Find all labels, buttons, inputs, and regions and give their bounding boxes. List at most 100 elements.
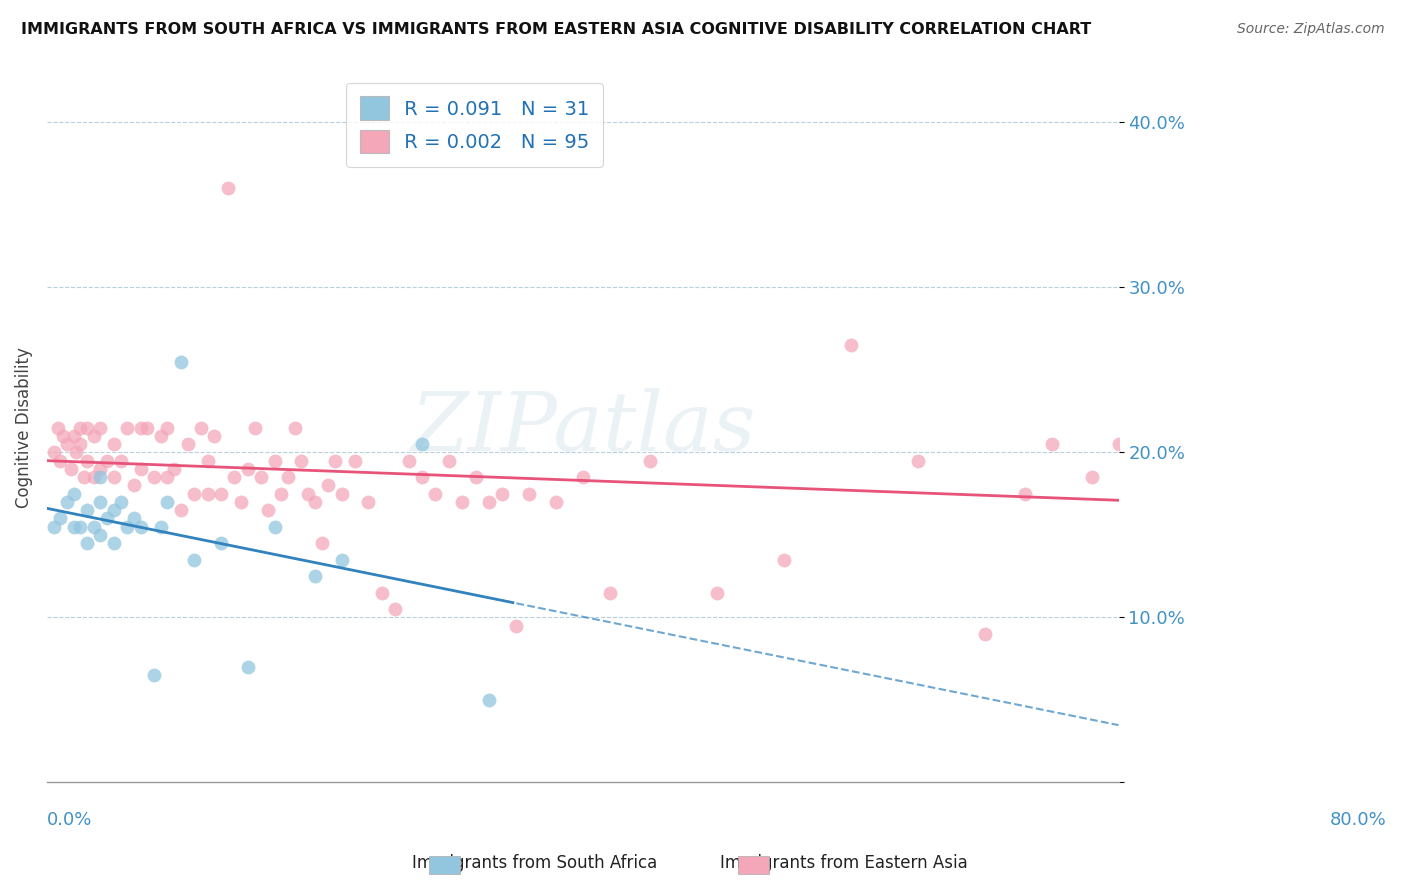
Point <box>1135 486 1157 500</box>
Point <box>638 454 661 468</box>
Point <box>69 437 91 451</box>
Point <box>517 486 540 500</box>
Text: Source: ZipAtlas.com: Source: ZipAtlas.com <box>1237 22 1385 37</box>
Point <box>1147 470 1170 484</box>
Text: Immigrants from South Africa: Immigrants from South Africa <box>412 855 657 872</box>
Point <box>599 585 621 599</box>
Point <box>1147 470 1170 484</box>
Point <box>76 536 98 550</box>
Point <box>62 519 84 533</box>
Point <box>76 454 98 468</box>
Point <box>96 454 118 468</box>
Point <box>250 470 273 484</box>
Point <box>544 495 567 509</box>
Point <box>411 437 433 451</box>
Point <box>505 618 527 632</box>
Point <box>156 470 179 484</box>
Point <box>411 470 433 484</box>
Point <box>270 486 292 500</box>
Point <box>311 536 333 550</box>
Point <box>197 486 219 500</box>
Point <box>89 495 111 509</box>
Text: IMMIGRANTS FROM SOUTH AFRICA VS IMMIGRANTS FROM EASTERN ASIA COGNITIVE DISABILIT: IMMIGRANTS FROM SOUTH AFRICA VS IMMIGRAN… <box>21 22 1091 37</box>
Point <box>76 503 98 517</box>
Point <box>143 668 166 682</box>
Point <box>231 495 253 509</box>
Point <box>83 429 105 443</box>
Point <box>83 519 105 533</box>
Point <box>297 486 319 500</box>
Text: 80.0%: 80.0% <box>1330 811 1386 829</box>
Point <box>243 421 266 435</box>
Point <box>89 462 111 476</box>
Text: ZIPatlas: ZIPatlas <box>411 388 755 467</box>
Point <box>217 181 239 195</box>
Point <box>156 495 179 509</box>
Point <box>323 454 346 468</box>
Point <box>59 462 82 476</box>
Point <box>65 445 87 459</box>
Point <box>156 421 179 435</box>
Point <box>839 338 862 352</box>
Point <box>263 519 285 533</box>
Point <box>209 536 232 550</box>
Text: 0.0%: 0.0% <box>46 811 93 829</box>
Point <box>491 486 513 500</box>
Point <box>89 528 111 542</box>
Point <box>451 495 474 509</box>
Point <box>1147 470 1170 484</box>
Point <box>183 552 205 566</box>
Point <box>170 355 193 369</box>
Point <box>49 454 72 468</box>
Point <box>103 503 125 517</box>
Point <box>56 437 79 451</box>
Point <box>49 511 72 525</box>
Legend:  R = 0.091   N = 31,  R = 0.002   N = 95: R = 0.091 N = 31, R = 0.002 N = 95 <box>346 83 603 167</box>
Point <box>1108 437 1130 451</box>
Point <box>330 486 353 500</box>
Point <box>478 495 501 509</box>
Point <box>425 486 447 500</box>
Point <box>143 470 166 484</box>
Point <box>122 478 145 492</box>
Point <box>304 495 326 509</box>
Point <box>209 486 232 500</box>
Point <box>1147 486 1170 500</box>
Point <box>907 454 929 468</box>
Point <box>257 503 280 517</box>
Point <box>706 585 728 599</box>
Point <box>464 470 486 484</box>
Point <box>170 503 193 517</box>
Point <box>73 470 96 484</box>
Point <box>1147 486 1170 500</box>
Point <box>176 437 198 451</box>
Point <box>1147 486 1170 500</box>
Point <box>83 470 105 484</box>
Point <box>398 454 420 468</box>
Point <box>69 421 91 435</box>
Point <box>69 519 91 533</box>
Point <box>478 693 501 707</box>
Point <box>96 511 118 525</box>
Point <box>62 429 84 443</box>
Point <box>129 462 152 476</box>
Point <box>117 519 139 533</box>
Point <box>571 470 593 484</box>
Point <box>437 454 460 468</box>
Point <box>304 569 326 583</box>
Point <box>129 519 152 533</box>
Point <box>103 437 125 451</box>
Point <box>316 478 339 492</box>
Point <box>56 495 79 509</box>
Point <box>163 462 186 476</box>
Point <box>1147 470 1170 484</box>
Point <box>42 519 65 533</box>
Point <box>110 495 132 509</box>
Point <box>52 429 75 443</box>
Point <box>277 470 299 484</box>
Point <box>183 486 205 500</box>
Point <box>46 421 69 435</box>
Point <box>62 486 84 500</box>
Point <box>117 421 139 435</box>
Point <box>110 454 132 468</box>
